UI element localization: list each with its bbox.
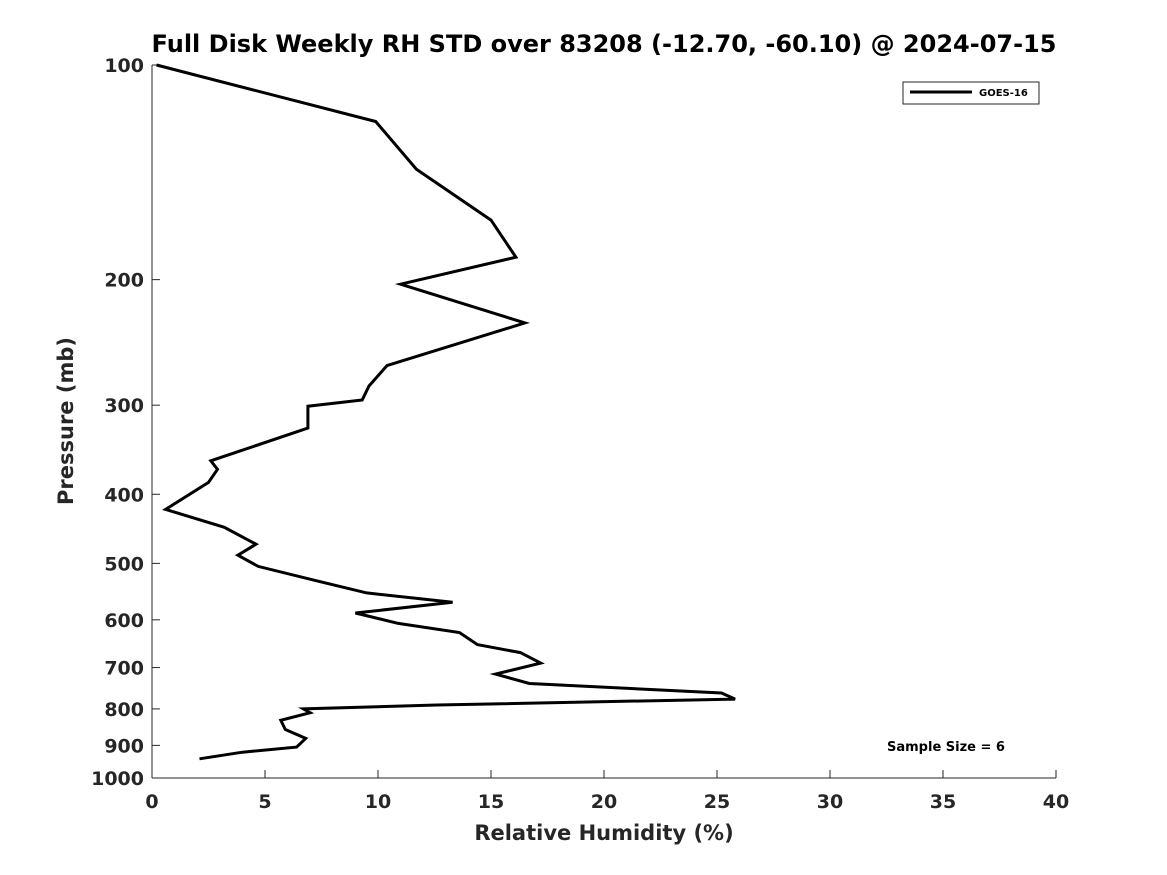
x-axis-ticks: 0 5 10 15 20 25 30 35 40	[145, 770, 1069, 813]
legend: GOES-16	[902, 81, 1040, 105]
y-tick-label: 500	[104, 553, 144, 575]
x-tick-label: 25	[704, 791, 730, 813]
x-tick-label: 10	[365, 791, 391, 813]
chart-title: Full Disk Weekly RH STD over 83208 (-12.…	[152, 30, 1057, 58]
plot-area: 0 5 10 15 20 25 30 35 40 100 200 300 400 500 600 700 80…	[91, 55, 1069, 813]
y-tick-label: 300	[104, 395, 144, 417]
x-axis-label: Relative Humidity (%)	[474, 821, 733, 845]
y-tick-label: 200	[104, 270, 144, 292]
y-axis-ticks: 100 200 300 400 500 600 700 800 900 1000	[91, 55, 160, 790]
series-layer	[156, 63, 736, 761]
y-tick-label: 800	[104, 699, 144, 721]
x-tick-label: 15	[478, 791, 504, 813]
x-tick-label: 40	[1043, 791, 1069, 813]
x-tick-label: 30	[817, 791, 843, 813]
y-tick-label: 600	[104, 610, 144, 632]
y-tick-label: 900	[104, 735, 144, 757]
x-tick-label: 5	[258, 791, 271, 813]
x-tick-label: 35	[930, 791, 956, 813]
series-line-goes-16	[156, 63, 736, 761]
legend-label-goes-16: GOES-16	[979, 88, 1028, 99]
x-tick-label: 0	[145, 791, 158, 813]
y-tick-label: 700	[104, 658, 144, 680]
y-axis-label: Pressure (mb)	[54, 337, 78, 505]
x-tick-label: 20	[591, 791, 617, 813]
y-tick-label: 100	[104, 55, 144, 77]
sample-size-annotation: Sample Size = 6	[887, 740, 1005, 755]
y-tick-label: 400	[104, 484, 144, 506]
y-tick-label: 1000	[91, 768, 144, 790]
